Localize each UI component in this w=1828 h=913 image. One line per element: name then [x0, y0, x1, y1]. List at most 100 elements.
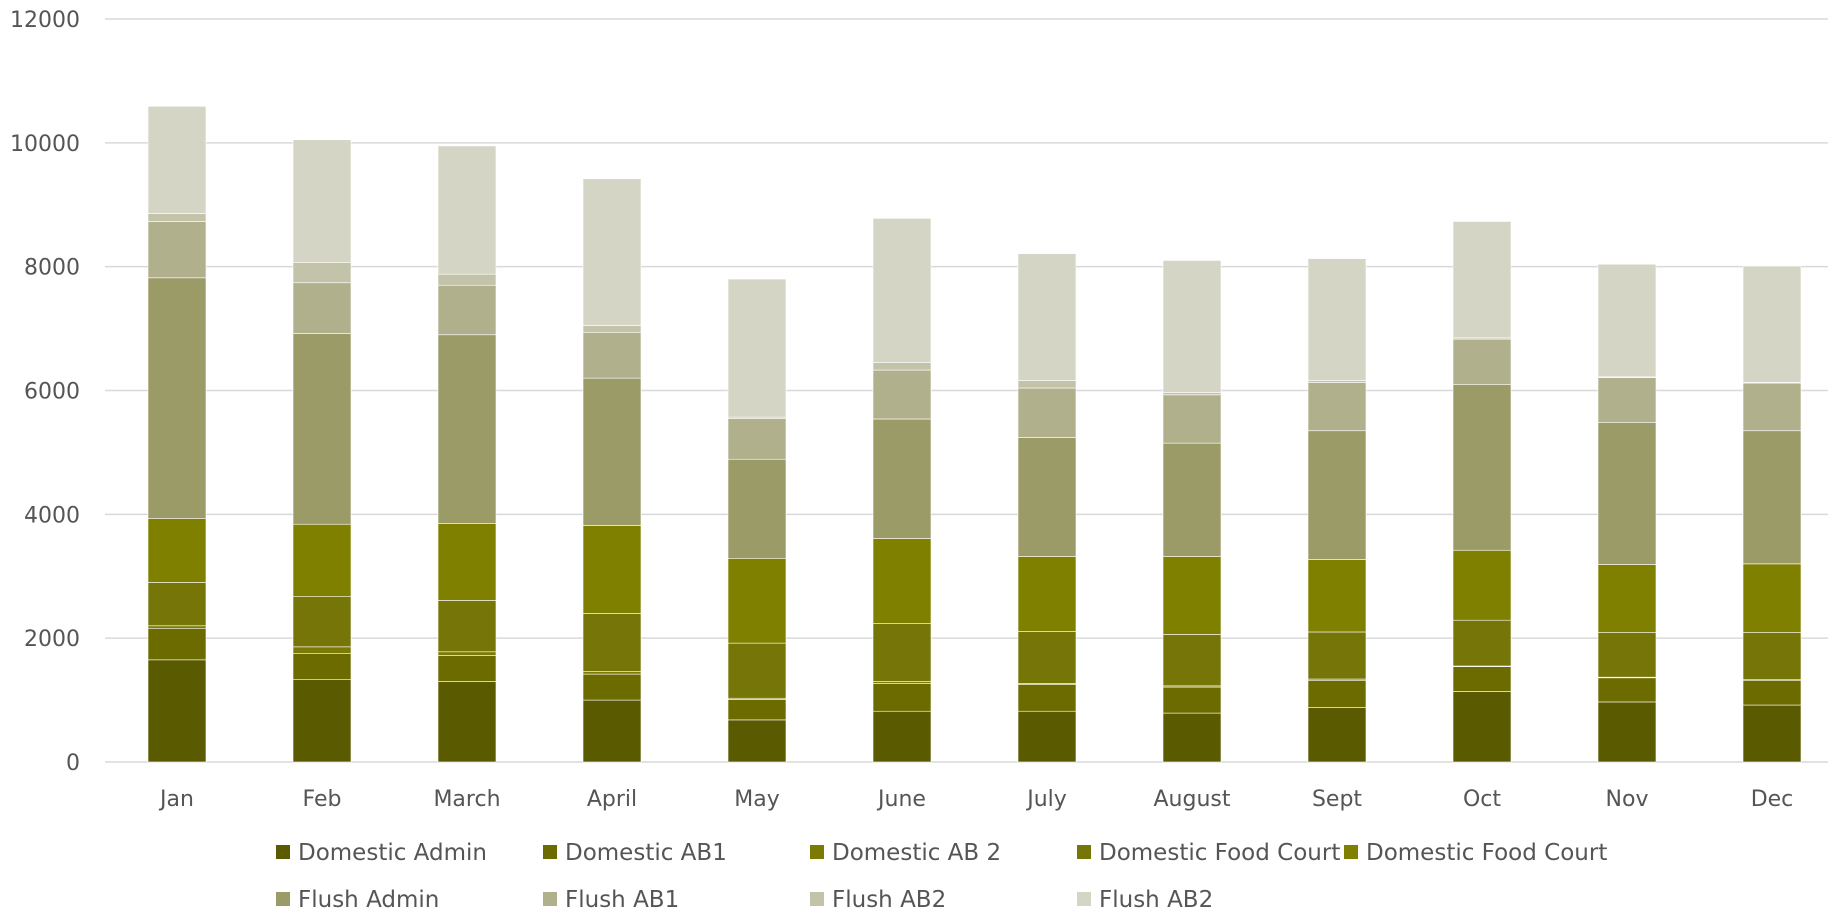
bar-segment	[1162, 712, 1222, 763]
legend-swatch	[543, 892, 557, 906]
bar-segment	[1017, 631, 1077, 684]
y-tick-label: 2000	[24, 627, 80, 652]
bar-segment	[292, 282, 352, 334]
legend-swatch	[543, 845, 557, 859]
bar-segment	[1597, 632, 1657, 678]
bar-segment	[147, 582, 207, 627]
y-tick-label: 8000	[24, 256, 80, 281]
y-tick-label: 6000	[24, 380, 80, 405]
bar-segment	[1742, 265, 1802, 383]
bar-segment	[1162, 442, 1222, 557]
legend-swatch	[276, 845, 290, 859]
bar-segment	[1742, 632, 1802, 680]
bar-segment	[1307, 679, 1367, 708]
bar-segment	[1307, 430, 1367, 560]
x-tick-label: Feb	[303, 787, 342, 812]
legend-label: Domestic AB1	[565, 840, 727, 866]
bar-segment	[582, 325, 642, 333]
bar-segment	[1162, 392, 1222, 396]
y-axis-ticks: 0 2000 4000 6000 8000 10000 12000	[10, 8, 80, 776]
bar-segment	[727, 557, 787, 644]
bar-segment	[1742, 430, 1802, 565]
bar-segment	[582, 331, 642, 379]
bar-segment	[1742, 704, 1802, 763]
bar-segment	[1307, 382, 1367, 432]
bar-segment	[727, 278, 787, 418]
bar-segment	[1597, 677, 1657, 703]
bar-segment	[437, 600, 497, 653]
bar-segment	[292, 679, 352, 763]
bar-segment	[437, 284, 497, 336]
bar-segment	[437, 651, 497, 656]
bar-segment	[147, 213, 207, 222]
bar-segment	[147, 518, 207, 583]
legend-item: Flush AB1	[543, 887, 679, 913]
bar-segment	[1307, 258, 1367, 381]
x-tick-label: Jan	[158, 787, 194, 812]
bar-segment	[872, 623, 932, 682]
bar-segment	[1017, 253, 1077, 381]
bar-segment	[1452, 691, 1512, 763]
legend-item: Domestic Admin	[276, 840, 487, 866]
bar-segment	[1597, 377, 1657, 423]
bar-segment	[582, 699, 642, 763]
bar-segment	[1162, 686, 1222, 714]
legend-item: Flush AB2	[1077, 887, 1213, 913]
legend-item: Domestic AB1	[543, 840, 727, 866]
bar-segment	[582, 525, 642, 614]
bar-segment	[727, 699, 787, 721]
bar-segment	[582, 377, 642, 526]
bar-segment	[1597, 701, 1657, 763]
x-tick-label: May	[734, 787, 779, 812]
bar-segment	[727, 719, 787, 763]
bar-stack-feb	[292, 139, 352, 763]
bar-segment	[1162, 394, 1222, 444]
y-tick-label: 4000	[24, 503, 80, 528]
bar-segment	[1452, 619, 1512, 667]
bar-stack-april	[582, 178, 642, 763]
legend-label: Domestic AB 2	[832, 840, 1001, 866]
legend-swatch	[1077, 892, 1091, 906]
bar-segment	[1307, 631, 1367, 680]
bar-segment	[582, 178, 642, 326]
bar-segment	[1017, 437, 1077, 557]
bar-segment	[872, 362, 932, 371]
bar-segment	[872, 710, 932, 763]
bar-segment	[437, 681, 497, 763]
bar-segment	[1742, 679, 1802, 706]
grid-lines	[105, 18, 1828, 763]
x-tick-label: Nov	[1606, 787, 1649, 812]
bar-segment	[582, 671, 642, 675]
bar-segment	[1597, 263, 1657, 378]
bar-segment	[1017, 556, 1077, 632]
legend-item: Flush AB2	[810, 887, 946, 913]
bar-segment	[1017, 387, 1077, 438]
bar-segment	[147, 625, 207, 629]
bar-segment	[1307, 559, 1367, 633]
bar-segment	[1742, 382, 1802, 432]
bar-stack-jan	[147, 106, 207, 763]
bar-segment	[437, 655, 497, 682]
bar-stack-august	[1162, 260, 1222, 763]
bar-segment	[292, 523, 352, 597]
y-tick-label: 10000	[10, 132, 80, 157]
bar-segment	[147, 659, 207, 763]
legend-label: Flush Admin	[298, 887, 439, 913]
x-tick-label: Dec	[1751, 787, 1794, 812]
legend-swatch	[276, 892, 290, 906]
legend-swatch	[810, 892, 824, 906]
bar-segment	[147, 277, 207, 519]
bar-segment	[872, 683, 932, 712]
bar-segment	[1742, 563, 1802, 633]
legend-swatch	[1077, 845, 1091, 859]
bar-segment	[147, 106, 207, 214]
bar-stack-sept	[1307, 258, 1367, 763]
bar-stack-may	[727, 278, 787, 763]
bar-segment	[292, 646, 352, 654]
legend-item: Domestic Food Court	[1077, 840, 1340, 866]
bar-segment	[437, 523, 497, 601]
bar-segment	[582, 673, 642, 701]
bar-segment	[292, 333, 352, 525]
x-tick-label: Sept	[1312, 787, 1362, 812]
